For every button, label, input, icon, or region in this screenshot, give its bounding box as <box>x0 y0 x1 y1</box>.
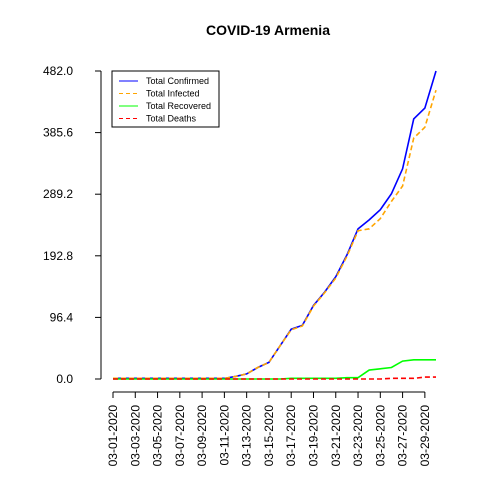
x-tick-label: 03-13-2020 <box>240 405 254 467</box>
y-tick-label: 0.0 <box>56 372 73 386</box>
legend-label: Total Infected <box>146 89 200 99</box>
legend-label: Total Confirmed <box>146 76 209 86</box>
x-tick-label: 03-21-2020 <box>329 405 343 467</box>
x-tick-label: 03-03-2020 <box>128 405 142 467</box>
series-line-total-infected <box>113 89 437 380</box>
y-axis: 0.0 96.4 192.8 289.2 385.6 482.0 <box>43 64 102 386</box>
x-tick-label: 03-25-2020 <box>373 405 387 467</box>
legend-label: Total Deaths <box>146 114 197 124</box>
series-line-total-deaths <box>113 376 436 380</box>
y-tick-label: 385.6 <box>43 126 73 140</box>
chart-title: COVID-19 Armenia <box>206 22 330 38</box>
x-tick-label: 03-23-2020 <box>351 405 365 467</box>
y-tick-label: 482.0 <box>43 64 73 78</box>
x-axis: 03-01-2020 03-03-2020 03-05-2020 03-07-2020… <box>106 391 432 467</box>
x-tick-label: 03-17-2020 <box>284 405 298 467</box>
y-tick-label: 96.4 <box>50 310 74 324</box>
x-tick-label: 03-07-2020 <box>173 405 187 467</box>
legend-label: Total Recovered <box>146 101 211 111</box>
series-lines <box>113 70 437 380</box>
x-tick-label: 03-29-2020 <box>418 405 432 467</box>
x-tick-label: 03-15-2020 <box>262 405 276 467</box>
x-tick-label: 03-01-2020 <box>106 405 120 467</box>
y-tick-label: 289.2 <box>43 187 73 201</box>
legend-box <box>111 70 220 128</box>
legend: Total Confirmed Total Infected Total Recov… <box>111 70 220 128</box>
x-tick-label: 03-09-2020 <box>195 405 209 467</box>
y-tick-label: 192.8 <box>43 249 73 263</box>
x-tick-label: 03-19-2020 <box>306 405 320 467</box>
x-tick-label: 03-05-2020 <box>151 405 165 467</box>
x-tick-label: 03-27-2020 <box>396 405 410 467</box>
series-line-total-recovered <box>113 359 436 380</box>
x-tick-label: 03-11-2020 <box>217 405 231 466</box>
